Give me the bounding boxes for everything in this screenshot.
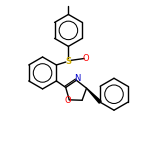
Text: S: S xyxy=(65,57,71,66)
Polygon shape xyxy=(86,88,101,103)
Text: O: O xyxy=(83,54,89,63)
Text: O: O xyxy=(64,96,71,105)
Text: N: N xyxy=(74,74,80,83)
